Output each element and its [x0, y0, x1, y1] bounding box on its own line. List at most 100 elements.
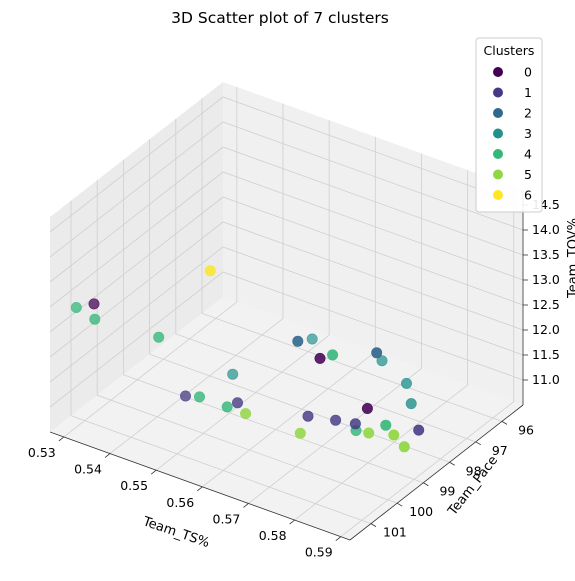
z-tick-label: 12.5: [532, 297, 560, 312]
axis-panes: [50, 82, 523, 540]
x-tick-mark: [197, 486, 203, 492]
back-pane: [223, 82, 523, 405]
y-tick-mark: [501, 421, 508, 425]
x-tick-mark: [150, 469, 157, 475]
x-grid-line: [340, 186, 515, 537]
cluster-5-point: [363, 427, 375, 439]
y-tick-label: 100: [409, 504, 433, 519]
cluster-1-point: [349, 418, 361, 430]
x-tick-label: 0.55: [120, 478, 148, 493]
cluster-0-point: [314, 352, 326, 364]
z-tick-label: 13.0: [532, 272, 560, 287]
cluster-4-point: [194, 391, 206, 403]
cluster-1-point: [180, 390, 192, 402]
legend-marker: [493, 190, 503, 200]
z-tick-label: 12.0: [532, 322, 560, 337]
z-grid-line: [49, 146, 524, 283]
cluster-1-point: [330, 414, 342, 426]
cluster-4-point: [70, 301, 82, 313]
z-tick-label: 14.0: [532, 222, 560, 237]
legend-label: 2: [524, 106, 532, 121]
tick-labels: 0.530.540.550.560.570.580.59969798991001…: [28, 197, 560, 560]
x-tick-mark: [58, 436, 65, 442]
x-grid-line: [109, 103, 284, 454]
y-grid-line: [96, 180, 398, 504]
y-tick-label: 96: [518, 422, 534, 437]
y-tick-mark: [423, 482, 429, 487]
data-points: [70, 265, 425, 453]
cluster-4-point: [221, 401, 233, 413]
x-tick-mark: [335, 536, 342, 541]
z-grid-line: [49, 246, 524, 383]
floor-pane: [50, 297, 523, 540]
legend-label: 1: [524, 85, 532, 100]
y-tick-label: 101: [383, 525, 407, 540]
cluster-5-point: [294, 427, 306, 439]
legend-box: [475, 37, 543, 213]
legend: Clusters 0 1 2 3 4 5 6: [475, 37, 543, 213]
legend-marker: [493, 108, 503, 118]
x-grid-line: [63, 86, 238, 438]
legend-marker: [493, 67, 503, 77]
z-grid-line: [49, 96, 524, 233]
x-grid-line: [155, 120, 330, 471]
z-grid-line: [49, 221, 524, 358]
y-tick-label: 99: [439, 484, 455, 499]
cluster-2-point: [371, 347, 383, 359]
x-grid-line: [294, 170, 469, 521]
x-tick-label: 0.59: [305, 545, 333, 560]
legend-label: 0: [524, 65, 532, 80]
legend-marker: [493, 149, 503, 159]
cluster-3-point: [405, 398, 417, 410]
cluster-3-point: [376, 355, 388, 367]
z-axis-label: Team_TOV%: [566, 218, 575, 299]
axis-lines: [49, 190, 524, 541]
x-tick-label: 0.57: [213, 511, 241, 526]
x-tick-label: 0.53: [28, 445, 56, 460]
y-tick-mark: [449, 461, 455, 466]
z-tick-label: 11.0: [532, 372, 560, 387]
z-tick-label: 13.5: [532, 247, 560, 262]
cluster-4-point: [89, 313, 101, 325]
cluster-3-point: [227, 368, 239, 380]
cluster-1-point: [232, 397, 244, 409]
cluster-0-point: [361, 402, 373, 414]
z-grid-line: [49, 171, 524, 308]
z-grid-line: [49, 196, 524, 333]
legend-marker: [493, 128, 503, 139]
z-tick-label: 11.5: [532, 347, 560, 362]
z-grid-line: [49, 271, 524, 408]
x-tick-mark: [104, 453, 111, 458]
x-tick-mark: [243, 503, 249, 508]
z-grid-line: [49, 121, 524, 258]
legend-label: 6: [524, 188, 532, 203]
cluster-4-point: [153, 331, 165, 343]
legend-label: 5: [524, 167, 532, 182]
left-pane: [50, 82, 223, 432]
legend-label: 4: [524, 147, 532, 162]
legend-marker: [493, 169, 503, 180]
y-grid-line: [70, 200, 372, 525]
y-grid-line: [149, 139, 450, 463]
cluster-1-point: [302, 410, 314, 422]
cluster-5-point: [398, 441, 410, 453]
cluster-3-point: [306, 333, 318, 345]
x-tick-label: 0.54: [74, 462, 102, 477]
y-grid-line: [175, 118, 476, 443]
x-tick-label: 0.58: [259, 528, 287, 543]
x-tick-mark: [289, 519, 295, 525]
cluster-3-point: [400, 377, 412, 389]
x-grid-line: [248, 153, 422, 504]
y-tick-label: 97: [492, 443, 508, 458]
y-grid-line: [122, 159, 424, 484]
y-tick-mark: [370, 523, 377, 527]
chart-title: 3D Scatter plot of 7 clusters: [171, 9, 389, 27]
cluster-1-point: [413, 424, 425, 436]
x-tick-label: 0.56: [166, 495, 194, 510]
cluster-4-point: [327, 349, 339, 361]
y-axis-line: [349, 404, 524, 541]
legend-title: Clusters: [484, 43, 535, 58]
y-tick-mark: [396, 502, 403, 507]
legend-label: 3: [524, 126, 532, 141]
